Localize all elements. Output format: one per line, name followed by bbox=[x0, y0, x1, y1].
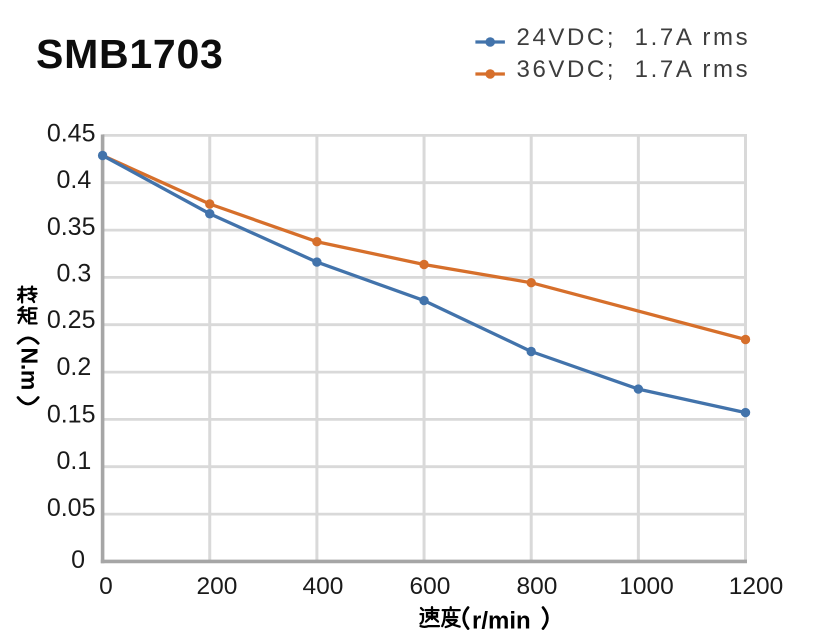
svg-text:0.4: 0.4 bbox=[57, 166, 92, 194]
svg-text:0.2: 0.2 bbox=[57, 353, 92, 381]
svg-text:0.3: 0.3 bbox=[57, 260, 92, 288]
svg-text:SMB1703: SMB1703 bbox=[36, 31, 224, 77]
svg-text:N.m: N.m bbox=[17, 348, 43, 391]
svg-text:0: 0 bbox=[99, 573, 113, 600]
svg-text:0.45: 0.45 bbox=[47, 119, 96, 147]
svg-text:200: 200 bbox=[197, 573, 238, 600]
svg-text:24VDC; 1.7A rms: 24VDC; 1.7A rms bbox=[517, 24, 751, 51]
svg-text:36VDC; 1.7A rms: 36VDC; 1.7A rms bbox=[517, 56, 751, 83]
svg-text:0.25: 0.25 bbox=[47, 306, 96, 334]
svg-text:0.35: 0.35 bbox=[47, 213, 96, 241]
svg-text:600: 600 bbox=[410, 573, 451, 600]
svg-text:1200: 1200 bbox=[729, 573, 784, 600]
svg-text:0.1: 0.1 bbox=[57, 447, 92, 475]
svg-text:0.05: 0.05 bbox=[47, 494, 96, 522]
svg-text:400: 400 bbox=[303, 573, 344, 600]
svg-text:800: 800 bbox=[517, 573, 558, 600]
svg-text:r/min: r/min bbox=[472, 608, 531, 635]
svg-text:0.15: 0.15 bbox=[47, 400, 96, 428]
svg-text:0: 0 bbox=[71, 546, 85, 574]
svg-text:1000: 1000 bbox=[619, 573, 674, 600]
